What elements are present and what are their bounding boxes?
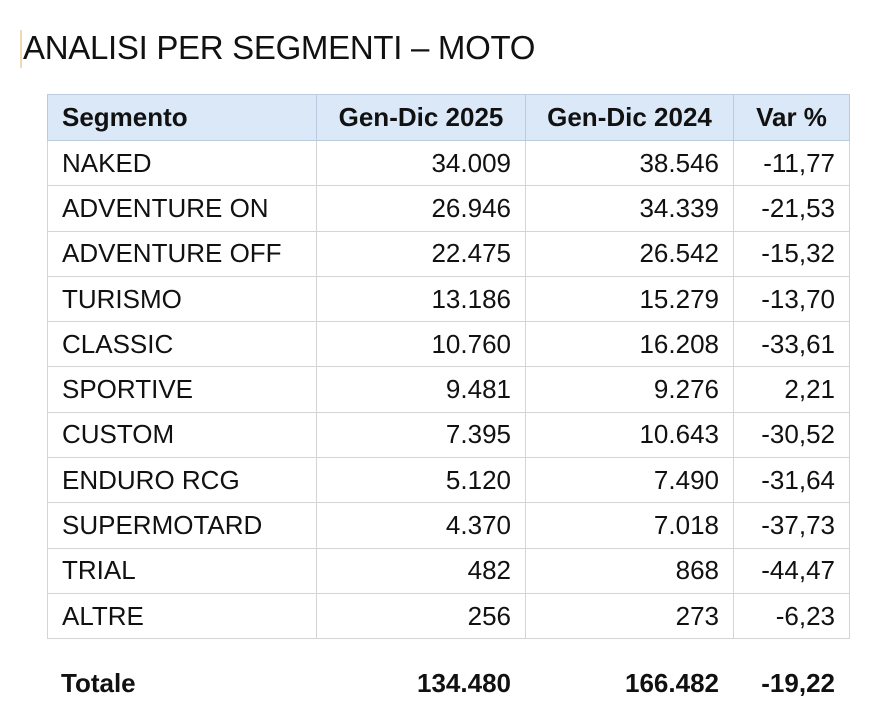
cell-var-percent: -6,23 (733, 592, 850, 640)
cell-segmento: ADVENTURE OFF (47, 230, 317, 277)
header-var-percent: Var % (733, 94, 850, 141)
segments-table: Segmento Gen-Dic 2025 Gen-Dic 2024 Var %… (47, 94, 850, 640)
table-row: ALTRE 256 273 -6,23 (47, 592, 850, 640)
total-label: Totale (61, 667, 136, 698)
table-row: ENDURO RCG 5.120 7.490 -31,64 (47, 457, 850, 504)
cell-segmento: SPORTIVE (47, 366, 317, 413)
cell-gen-dic-2025: 7.395 (316, 411, 526, 459)
cell-gen-dic-2025: 482 (316, 547, 526, 594)
table-header-row: Segmento Gen-Dic 2025 Gen-Dic 2024 Var % (47, 94, 850, 141)
total-row: Totale 134.480 166.482 -19,22 (47, 660, 849, 706)
cell-segmento: NAKED (47, 139, 317, 187)
cell-gen-dic-2024: 10.643 (525, 411, 734, 459)
table-row: SUPERMOTARD 4.370 7.018 -37,73 (47, 502, 850, 549)
header-gen-dic-2024: Gen-Dic 2024 (525, 94, 734, 141)
cell-gen-dic-2025: 26.946 (316, 185, 526, 232)
header-gen-dic-2025: Gen-Dic 2025 (316, 94, 526, 141)
table-row: ADVENTURE ON 26.946 34.339 -21,53 (47, 185, 850, 232)
cell-gen-dic-2024: 15.279 (525, 275, 734, 323)
header-segmento: Segmento (47, 94, 317, 141)
text-cursor (20, 30, 22, 68)
cell-gen-dic-2025: 22.475 (316, 230, 526, 277)
cell-segmento: ENDURO RCG (47, 457, 317, 504)
cell-var-percent: -33,61 (733, 321, 850, 368)
cell-gen-dic-2025: 13.186 (316, 275, 526, 323)
cell-var-percent: -13,70 (733, 275, 850, 323)
cell-var-percent: -44,47 (733, 547, 850, 594)
cell-gen-dic-2024: 16.208 (525, 321, 734, 368)
table-row: CUSTOM 7.395 10.643 -30,52 (47, 411, 850, 459)
table-row: CLASSIC 10.760 16.208 -33,61 (47, 321, 850, 368)
cell-var-percent: -30,52 (733, 411, 850, 459)
total-2025: 134.480 (417, 667, 511, 698)
cell-gen-dic-2024: 26.542 (525, 230, 734, 277)
table-row: TURISMO 13.186 15.279 -13,70 (47, 275, 850, 323)
cell-var-percent: -15,32 (733, 230, 850, 277)
cell-gen-dic-2025: 256 (316, 592, 526, 640)
cell-gen-dic-2024: 9.276 (525, 366, 734, 413)
cell-var-percent: -37,73 (733, 502, 850, 549)
cell-gen-dic-2025: 34.009 (316, 139, 526, 187)
cell-segmento: CLASSIC (47, 321, 317, 368)
cell-gen-dic-2024: 34.339 (525, 185, 734, 232)
cell-gen-dic-2024: 7.018 (525, 502, 734, 549)
cell-segmento: TRIAL (47, 547, 317, 594)
cell-gen-dic-2025: 9.481 (316, 366, 526, 413)
cell-var-percent: -11,77 (733, 139, 850, 187)
total-var: -19,22 (761, 667, 835, 698)
cell-gen-dic-2024: 273 (525, 592, 734, 640)
cell-var-percent: -31,64 (733, 457, 850, 504)
cell-segmento: ADVENTURE ON (47, 185, 317, 232)
table-row: NAKED 34.009 38.546 -11,77 (47, 139, 850, 187)
cell-segmento: ALTRE (47, 592, 317, 640)
cell-gen-dic-2024: 868 (525, 547, 734, 594)
total-row-table: Totale 134.480 166.482 -19,22 (47, 660, 849, 706)
cell-gen-dic-2025: 5.120 (316, 457, 526, 504)
cell-gen-dic-2024: 7.490 (525, 457, 734, 504)
cell-segmento: SUPERMOTARD (47, 502, 317, 549)
cell-var-percent: -21,53 (733, 185, 850, 232)
total-2024: 166.482 (625, 667, 719, 698)
cell-gen-dic-2025: 4.370 (316, 502, 526, 549)
page-title: ANALISI PER SEGMENTI – MOTO (23, 29, 536, 66)
cell-segmento: TURISMO (47, 275, 317, 323)
table-row: ADVENTURE OFF 22.475 26.542 -15,32 (47, 230, 850, 277)
cell-var-percent: 2,21 (733, 366, 850, 413)
table-row: SPORTIVE 9.481 9.276 2,21 (47, 366, 850, 413)
cell-segmento: CUSTOM (47, 411, 317, 459)
table-row: TRIAL 482 868 -44,47 (47, 547, 850, 594)
cell-gen-dic-2024: 38.546 (525, 139, 734, 187)
cell-gen-dic-2025: 10.760 (316, 321, 526, 368)
